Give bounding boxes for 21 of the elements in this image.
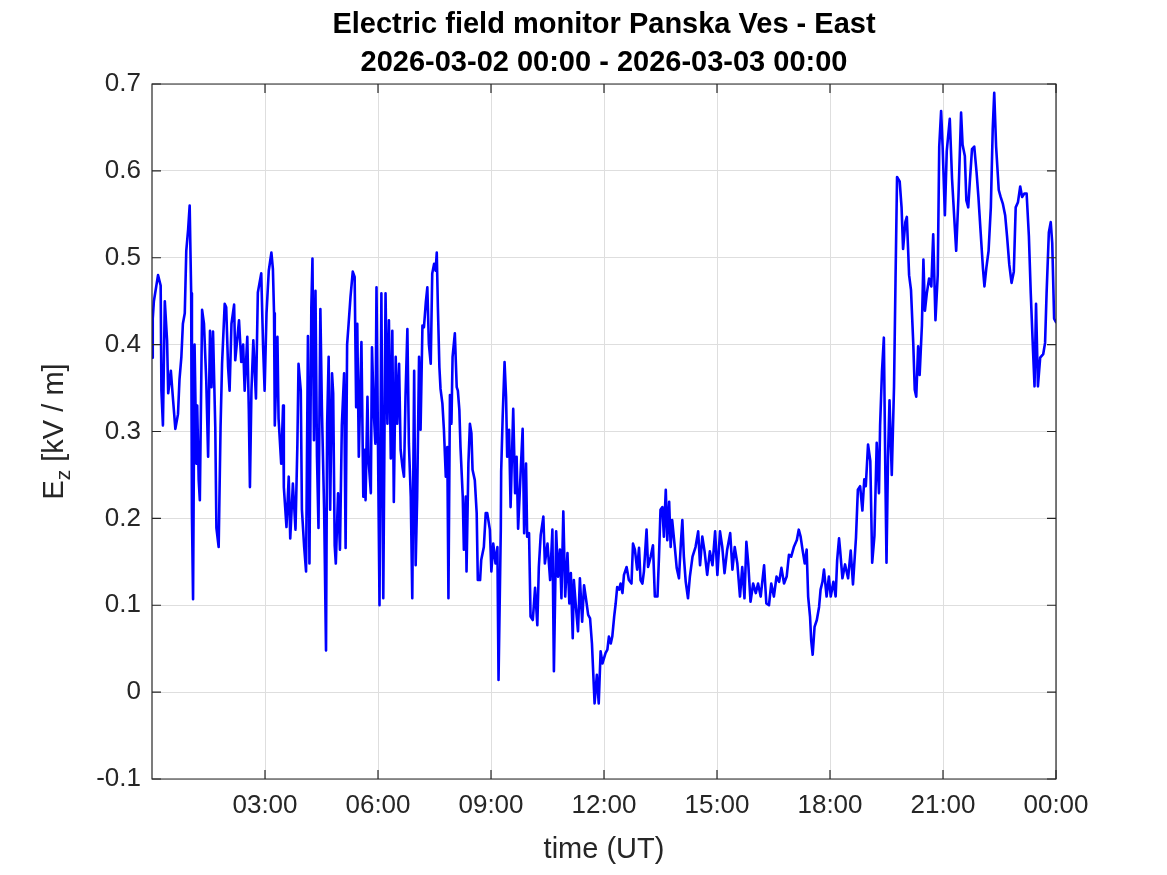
y-tick-label: 0.4 bbox=[104, 327, 141, 358]
x-tick-label: 06:00 bbox=[345, 788, 411, 819]
y-tick-label: 0.3 bbox=[104, 414, 141, 445]
x-tick-label: 15:00 bbox=[684, 788, 750, 819]
x-tick-label: 09:00 bbox=[458, 788, 524, 819]
chart-subtitle: 2026-03-02 00:00 - 2026-03-03 00:00 bbox=[360, 45, 848, 77]
y-tick-label: 0.7 bbox=[104, 67, 141, 98]
x-tick-label: 03:00 bbox=[232, 788, 298, 819]
y-tick-label: 0.6 bbox=[104, 154, 141, 185]
y-tick-label: 0.1 bbox=[104, 588, 141, 619]
y-tick-label: -0.1 bbox=[96, 762, 141, 793]
x-axis-title: time (UT) bbox=[543, 831, 665, 864]
y-tick-label: 0 bbox=[126, 675, 141, 706]
chart-title: Electric field monitor Panska Ves - East bbox=[332, 7, 876, 39]
x-tick-label: 12:00 bbox=[571, 788, 637, 819]
y-axis-title: Ez [kV / m] bbox=[37, 363, 75, 500]
x-tick-label: 18:00 bbox=[797, 788, 863, 819]
x-tick-label: 21:00 bbox=[910, 788, 976, 819]
y-tick-label: 0.5 bbox=[104, 240, 141, 271]
y-tick-label: 0.2 bbox=[104, 501, 141, 532]
x-tick-label: 00:00 bbox=[1023, 788, 1089, 819]
